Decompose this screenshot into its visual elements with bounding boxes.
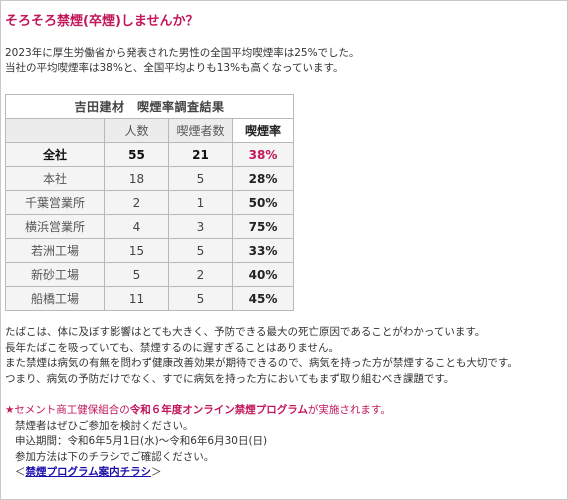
note-line: 長年たばこを吸っていても、禁煙するのに遅すぎることはありません。 bbox=[5, 341, 340, 354]
header-cell: 喫煙者数 bbox=[168, 118, 233, 143]
table-row: 千葉営業所 2 1 50% bbox=[5, 190, 295, 215]
table-row: 新砂工場 5 2 40% bbox=[5, 262, 295, 287]
application-period: 申込期間：令和6年5月1日(水)～令和6年6月30日(日) bbox=[15, 435, 268, 447]
smokers-cell: 2 bbox=[168, 262, 233, 287]
note-line: また禁煙は病気の有無を問わず健康改善効果が期待できるので、病気を持った方が禁煙す… bbox=[5, 357, 518, 369]
people-cell: 18 bbox=[104, 166, 169, 191]
rate-cell: 75% bbox=[231, 214, 295, 239]
rate-cell: 38% bbox=[231, 142, 295, 167]
intro-text: 2023年に厚生労働省から発表された男性の全国平均喫煙率は25%でした。 当社の… bbox=[5, 46, 360, 76]
announcement-headline: ★セメント商工健保組合の令和６年度オンライン禁煙プログラムが実施されます。 bbox=[5, 403, 391, 419]
row-label: 千葉営業所 bbox=[5, 190, 105, 215]
table-caption: 吉田建材 喫煙率調査結果 bbox=[4, 94, 295, 119]
smoking-rate-table: 吉田建材 喫煙率調査結果 人数 喫煙者数 喫煙率 全社 55 21 38% 本社… bbox=[4, 94, 295, 311]
row-label: 本社 bbox=[5, 166, 105, 191]
rate-cell: 28% bbox=[231, 166, 295, 191]
announcement-tail: が実施されます。 bbox=[307, 404, 391, 416]
smokers-cell: 5 bbox=[168, 166, 233, 191]
flyer-link-line: ＜禁煙プログラム案内チラシ＞ bbox=[5, 465, 391, 481]
smokers-cell: 5 bbox=[168, 238, 233, 263]
row-label: 若洲工場 bbox=[5, 238, 105, 263]
people-cell: 4 bbox=[104, 214, 169, 239]
announcement-line: 禁煙者はぜひご参加を検討ください。 bbox=[15, 419, 194, 432]
row-label: 新砂工場 bbox=[5, 262, 105, 287]
people-cell: 15 bbox=[104, 238, 169, 263]
flyer-link[interactable]: 禁煙プログラム案内チラシ bbox=[25, 466, 151, 478]
table-row: 横浜営業所 4 3 75% bbox=[5, 214, 295, 239]
announcement-lead: ★セメント商工健保組合の bbox=[5, 404, 130, 416]
note-line: たばこは、体に及ぼす影響はとても大きく、予防できる最大の死亡原因であることがわか… bbox=[5, 326, 486, 338]
health-notes: たばこは、体に及ぼす影響はとても大きく、予防できる最大の死亡原因であることがわか… bbox=[5, 325, 518, 387]
page-title: そろそろ禁煙(卒煙)しませんか？ bbox=[5, 14, 199, 29]
rate-cell: 33% bbox=[231, 238, 295, 263]
program-announcement: ★セメント商工健保組合の令和６年度オンライン禁煙プログラムが実施されます。 禁煙… bbox=[5, 403, 391, 481]
smokers-cell: 1 bbox=[168, 190, 233, 215]
people-cell: 5 bbox=[104, 262, 169, 287]
link-bracket-open: ＜ bbox=[15, 466, 26, 478]
intro-line: 2023年に厚生労働省から発表された男性の全国平均喫煙率は25%でした。 bbox=[5, 47, 360, 59]
table-row: 若洲工場 15 5 33% bbox=[5, 238, 295, 263]
rate-cell: 40% bbox=[231, 262, 295, 287]
row-label: 船橋工場 bbox=[5, 286, 105, 311]
row-label: 全社 bbox=[5, 142, 105, 167]
intro-line: 当社の平均喫煙率は38%と、全国平均よりも13%も高くなっています。 bbox=[5, 62, 344, 74]
smokers-cell: 21 bbox=[168, 142, 233, 167]
people-cell: 55 bbox=[104, 142, 169, 167]
program-name: 令和６年度オンライン禁煙プログラム bbox=[129, 404, 308, 416]
link-bracket-close: ＞ bbox=[150, 466, 162, 478]
people-cell: 2 bbox=[104, 190, 169, 215]
table-header-row: 人数 喫煙者数 喫煙率 bbox=[5, 118, 295, 143]
header-cell: 人数 bbox=[104, 118, 169, 143]
header-cell bbox=[5, 118, 105, 143]
rate-cell: 45% bbox=[231, 286, 295, 311]
rate-cell: 50% bbox=[231, 190, 295, 215]
smokers-cell: 5 bbox=[168, 286, 233, 311]
table-caption-row: 吉田建材 喫煙率調査結果 bbox=[4, 94, 295, 119]
announcement-line: 参加方法は下のチラシでご確認ください。 bbox=[15, 450, 215, 463]
table-row: 本社 18 5 28% bbox=[5, 166, 295, 191]
smokers-cell: 3 bbox=[168, 214, 233, 239]
people-cell: 11 bbox=[104, 286, 169, 311]
table-row-total: 全社 55 21 38% bbox=[5, 142, 295, 167]
header-cell: 喫煙率 bbox=[231, 118, 295, 143]
note-line: つまり、病気の予防だけでなく、すでに病気を持った方においてもまず取り組むべき課題… bbox=[5, 372, 455, 385]
row-label: 横浜営業所 bbox=[5, 214, 105, 239]
table-row: 船橋工場 11 5 45% bbox=[5, 286, 295, 311]
